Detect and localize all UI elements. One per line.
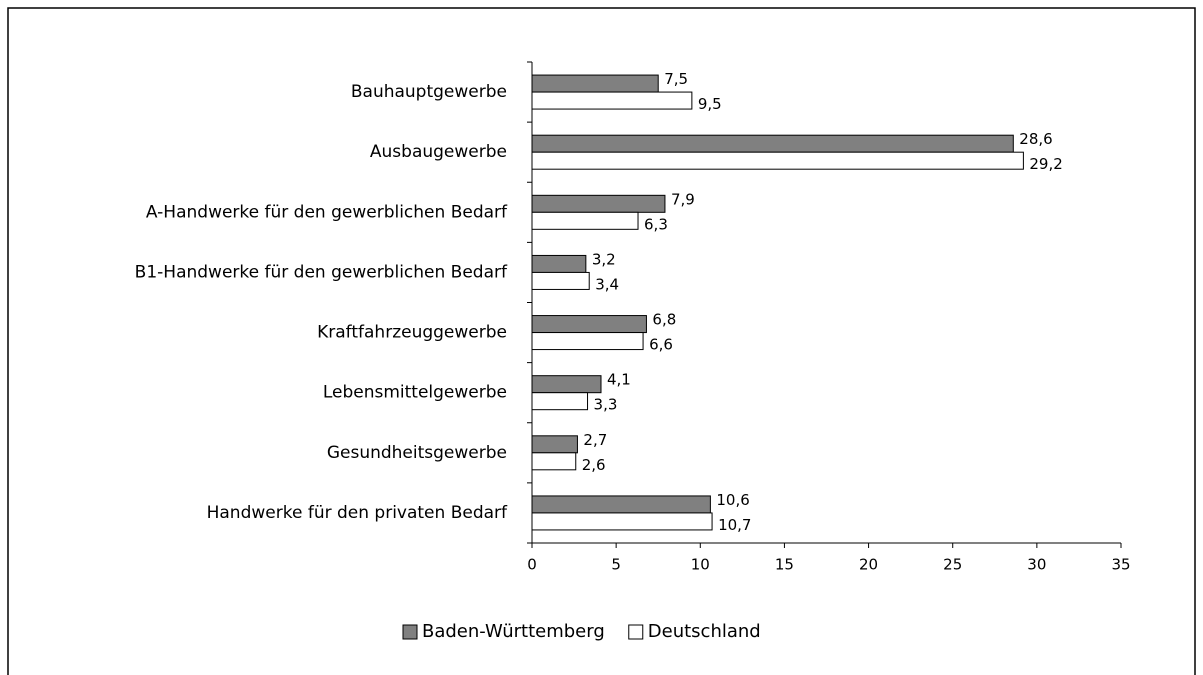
x-tick-label: 20 bbox=[859, 556, 878, 574]
value-label: 2,6 bbox=[582, 456, 606, 474]
category-label: Gesundheitsgewerbe bbox=[327, 443, 507, 463]
bar bbox=[531, 315, 647, 334]
bar bbox=[531, 452, 577, 471]
value-label: 10,6 bbox=[716, 491, 749, 509]
category-label: A-Handwerke für den gewerblichen Bedarf bbox=[146, 202, 508, 222]
bar bbox=[531, 134, 1014, 153]
category-label: Handwerke für den privaten Bedarf bbox=[207, 503, 508, 523]
value-label: 29,2 bbox=[1029, 155, 1062, 173]
x-tick-label: 30 bbox=[1027, 556, 1046, 574]
category-label: Lebensmittelgewerbe bbox=[323, 383, 507, 403]
value-label: 4,1 bbox=[607, 371, 631, 389]
bar bbox=[531, 271, 590, 290]
value-label: 7,5 bbox=[664, 70, 688, 88]
x-tick-label: 15 bbox=[775, 556, 794, 574]
legend-key bbox=[402, 624, 418, 640]
value-label: 28,6 bbox=[1019, 130, 1052, 148]
value-label: 3,2 bbox=[592, 250, 616, 268]
x-tick-label: 25 bbox=[943, 556, 962, 574]
value-label: 9,5 bbox=[698, 95, 722, 113]
bar bbox=[531, 375, 602, 394]
bar bbox=[531, 495, 711, 514]
value-label: 7,9 bbox=[671, 190, 695, 208]
frame bbox=[7, 7, 1196, 675]
category-label: Bauhauptgewerbe bbox=[351, 82, 507, 102]
category-label: Kraftfahrzeuggewerbe bbox=[317, 323, 507, 343]
bar bbox=[531, 91, 693, 110]
x-tick-label: 35 bbox=[1111, 556, 1130, 574]
legend-label: Baden-Württemberg bbox=[422, 621, 605, 642]
x-tick-label: 10 bbox=[691, 556, 710, 574]
bar bbox=[531, 435, 578, 454]
category-label: B1-Handwerke für den gewerblichen Bedarf bbox=[135, 262, 508, 282]
bar bbox=[531, 392, 589, 411]
category-label: Ausbaugewerbe bbox=[370, 142, 507, 162]
value-label: 3,3 bbox=[594, 396, 618, 414]
value-label: 2,7 bbox=[583, 431, 607, 449]
x-tick-label: 5 bbox=[611, 556, 621, 574]
bar bbox=[531, 194, 666, 213]
legend-label: Deutschland bbox=[648, 621, 761, 642]
bar bbox=[531, 254, 587, 273]
legend-key bbox=[628, 624, 644, 640]
bar bbox=[531, 74, 659, 93]
value-label: 6,8 bbox=[652, 311, 676, 329]
bar bbox=[531, 332, 644, 351]
value-label: 3,4 bbox=[595, 275, 619, 293]
value-label: 6,3 bbox=[644, 215, 668, 233]
bar bbox=[531, 151, 1024, 170]
x-tick-label: 0 bbox=[527, 556, 537, 574]
bar bbox=[531, 211, 639, 230]
bar bbox=[531, 512, 713, 531]
value-label: 10,7 bbox=[718, 516, 751, 534]
value-label: 6,6 bbox=[649, 336, 673, 354]
